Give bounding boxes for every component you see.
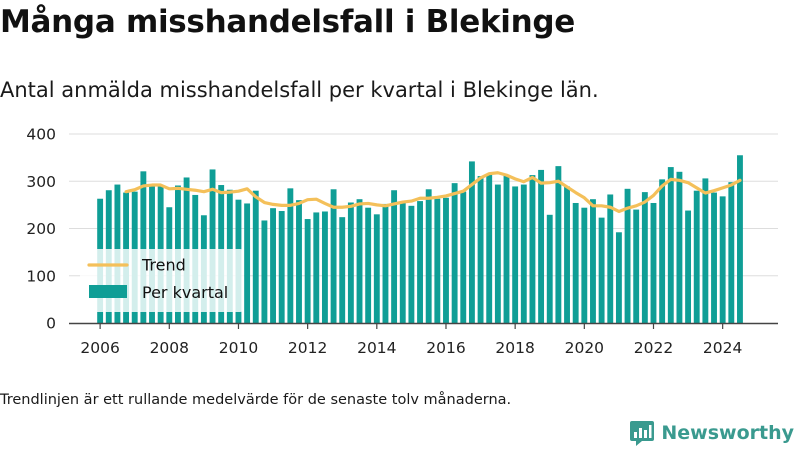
y-tick-label: 300 bbox=[26, 173, 56, 191]
x-tick-label: 2008 bbox=[150, 339, 189, 357]
bar bbox=[520, 184, 527, 323]
bar bbox=[209, 169, 216, 323]
bar bbox=[529, 175, 536, 323]
bar bbox=[451, 183, 458, 323]
bar bbox=[434, 198, 441, 323]
bar bbox=[261, 220, 268, 323]
y-tick-label: 100 bbox=[26, 267, 56, 285]
bar bbox=[676, 171, 683, 323]
bar bbox=[460, 191, 467, 323]
bar bbox=[443, 197, 449, 323]
bar bbox=[719, 196, 726, 323]
bar bbox=[572, 202, 579, 323]
bar bbox=[555, 166, 562, 323]
trend-series bbox=[124, 171, 742, 214]
bar bbox=[633, 209, 640, 323]
bar bbox=[296, 200, 302, 323]
legend-label-trend: Trend bbox=[141, 256, 186, 275]
bar bbox=[503, 175, 510, 323]
chart-title: Många misshandelsfall i Blekinge bbox=[0, 4, 575, 40]
bar bbox=[598, 217, 605, 323]
bar bbox=[252, 190, 259, 323]
bar bbox=[667, 167, 674, 323]
x-tick-label: 2012 bbox=[288, 339, 327, 357]
bar bbox=[538, 169, 545, 323]
newsworthy-logo-icon bbox=[630, 421, 655, 446]
x-tick-label: 2022 bbox=[634, 339, 673, 357]
bar bbox=[685, 210, 692, 323]
bar bbox=[417, 201, 423, 323]
x-tick-label: 2010 bbox=[219, 339, 258, 357]
bar bbox=[693, 190, 700, 323]
bar bbox=[711, 192, 717, 323]
x-tick-label: 2006 bbox=[80, 339, 119, 357]
bar bbox=[373, 214, 380, 323]
bar bbox=[356, 199, 363, 323]
y-tick-label: 400 bbox=[26, 126, 56, 144]
brand[interactable]: Newsworthy bbox=[629, 418, 794, 448]
bar bbox=[564, 186, 570, 323]
bar bbox=[425, 189, 432, 323]
brand-name: Newsworthy bbox=[661, 422, 794, 444]
y-tick-label: 200 bbox=[26, 220, 56, 238]
bar bbox=[477, 176, 484, 323]
bar bbox=[339, 217, 346, 323]
x-tick-label: 2016 bbox=[426, 339, 465, 357]
trend-line bbox=[124, 171, 742, 214]
legend-bar-swatch bbox=[89, 285, 127, 298]
bar bbox=[702, 178, 709, 323]
bar bbox=[650, 202, 657, 323]
bar bbox=[512, 186, 519, 323]
bar bbox=[615, 232, 622, 323]
bar bbox=[468, 161, 475, 323]
bar bbox=[737, 155, 743, 323]
bar bbox=[304, 219, 311, 323]
bar bbox=[590, 199, 596, 323]
x-tick-label: 2020 bbox=[565, 339, 604, 357]
bar bbox=[382, 203, 389, 323]
legend: Trend Per kvartal bbox=[80, 249, 244, 312]
x-tick-label: 2014 bbox=[357, 339, 396, 357]
x-tick-label: 2018 bbox=[495, 339, 534, 357]
bar bbox=[140, 171, 147, 323]
legend-label-bars: Per kvartal bbox=[142, 283, 228, 302]
bar bbox=[659, 179, 666, 323]
bar bbox=[624, 188, 631, 323]
bar bbox=[494, 184, 501, 323]
bar bbox=[321, 211, 328, 323]
bar bbox=[365, 207, 372, 323]
bar bbox=[244, 203, 251, 323]
bar bbox=[546, 214, 553, 323]
chart: 0 100 200 300 400 2006 2008 2010 2012 2014 2016 201… bbox=[26, 126, 778, 357]
footnote: Trendlinjen är ett rullande medelvärde f… bbox=[0, 392, 512, 408]
bar bbox=[399, 202, 406, 323]
x-tick-label: 2024 bbox=[703, 339, 742, 357]
bar bbox=[278, 211, 285, 323]
bar bbox=[270, 208, 276, 323]
axes: 0 100 200 300 400 2006 2008 2010 2012 2014 2016 201… bbox=[26, 126, 778, 357]
bar bbox=[607, 194, 614, 323]
bar bbox=[641, 192, 648, 323]
bar bbox=[287, 188, 294, 323]
bar bbox=[347, 202, 354, 323]
bar bbox=[581, 207, 588, 323]
bar bbox=[486, 174, 493, 323]
bar bbox=[728, 182, 735, 323]
bar bbox=[330, 189, 337, 323]
bar bbox=[313, 212, 320, 323]
y-tick-label: 0 bbox=[46, 315, 56, 333]
bar bbox=[391, 190, 398, 323]
chart-subtitle: Antal anmälda misshandelsfall per kvarta… bbox=[0, 78, 599, 102]
bar bbox=[408, 205, 415, 323]
